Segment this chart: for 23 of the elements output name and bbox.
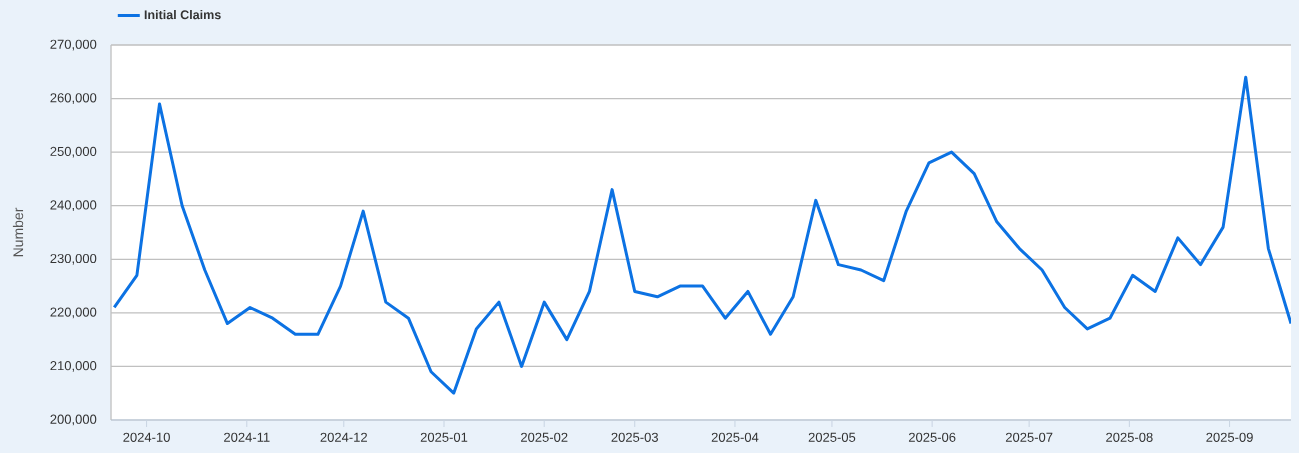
y-tick-label: 260,000 — [50, 93, 97, 104]
x-tick-label: 2025-04 — [711, 432, 759, 442]
y-tick-label: 250,000 — [50, 146, 97, 158]
x-tick-label: 2025-01 — [420, 432, 468, 442]
y-tick-label: 220,000 — [50, 307, 97, 319]
y-tick-label: 270,000 — [50, 39, 97, 51]
x-tick-label: 2024-12 — [320, 432, 367, 442]
legend-label: Initial Claims — [144, 9, 221, 20]
x-tick-label: 2025-09 — [1206, 432, 1253, 442]
line-series — [112, 75, 1291, 395]
y-axis-title: Number — [12, 207, 24, 257]
x-tick-label: 2025-08 — [1106, 432, 1153, 442]
x-tick-label: 2025-05 — [808, 432, 856, 442]
x-tick-label: 2025-03 — [611, 432, 659, 442]
y-tick-label: 240,000 — [50, 200, 97, 212]
x-tick-label: 2025-02 — [521, 432, 568, 442]
y-tick-label: 230,000 — [50, 253, 97, 265]
y-tick-label: 200,000 — [50, 414, 97, 426]
x-tick-label: 2024-11 — [224, 432, 270, 442]
x-tick-label: 2025-07 — [1005, 432, 1053, 442]
x-tick-label: 2024-10 — [123, 432, 170, 442]
y-tick-label: 210,000 — [50, 361, 97, 372]
x-tick-label: 2025-06 — [908, 432, 956, 442]
